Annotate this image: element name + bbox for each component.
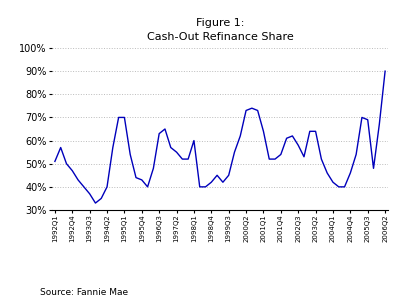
Title: Figure 1:
Cash-Out Refinance Share: Figure 1: Cash-Out Refinance Share xyxy=(147,19,293,42)
Text: Source: Fannie Mae: Source: Fannie Mae xyxy=(40,288,128,297)
